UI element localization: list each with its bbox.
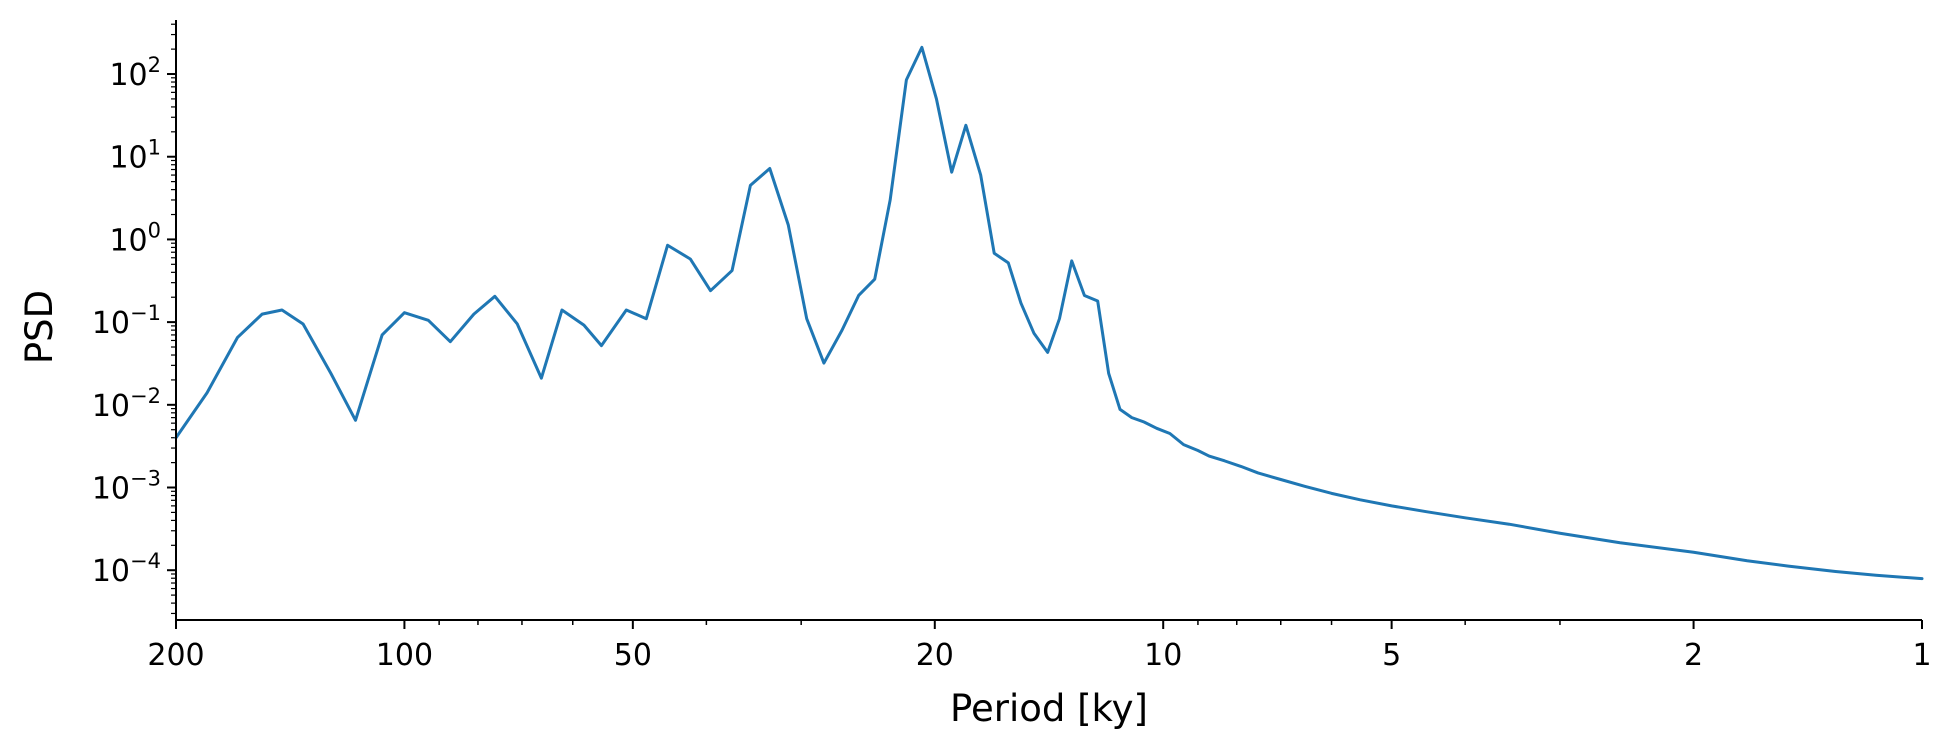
y-tick-label: 10−1 bbox=[92, 301, 161, 341]
x-tick-label: 50 bbox=[614, 638, 652, 673]
ticks-layer: 200 100 50 20 10 5 2 1 10−4 10−3 10−2 10−1 100 101 102 bbox=[92, 23, 1932, 673]
x-tick-label: 1 bbox=[1912, 638, 1931, 673]
y-tick-label: 100 bbox=[109, 218, 161, 258]
x-tick-label: 20 bbox=[916, 638, 954, 673]
y-tick-label: 10−4 bbox=[92, 549, 161, 589]
y-axis-title: PSD bbox=[18, 290, 61, 364]
x-tick-label: 5 bbox=[1382, 638, 1401, 673]
y-tick-label: 10−2 bbox=[92, 384, 161, 424]
x-tick-label: 2 bbox=[1684, 638, 1703, 673]
x-axis-title: Period [ky] bbox=[950, 687, 1148, 730]
x-tick-label: 200 bbox=[147, 638, 204, 673]
x-tick-label: 100 bbox=[376, 638, 433, 673]
x-tick-label: 10 bbox=[1144, 638, 1182, 673]
psd-series-line bbox=[174, 45, 1924, 581]
y-tick-label: 10−3 bbox=[92, 467, 161, 507]
y-tick-label: 102 bbox=[109, 53, 161, 93]
y-tick-label: 101 bbox=[109, 136, 161, 176]
